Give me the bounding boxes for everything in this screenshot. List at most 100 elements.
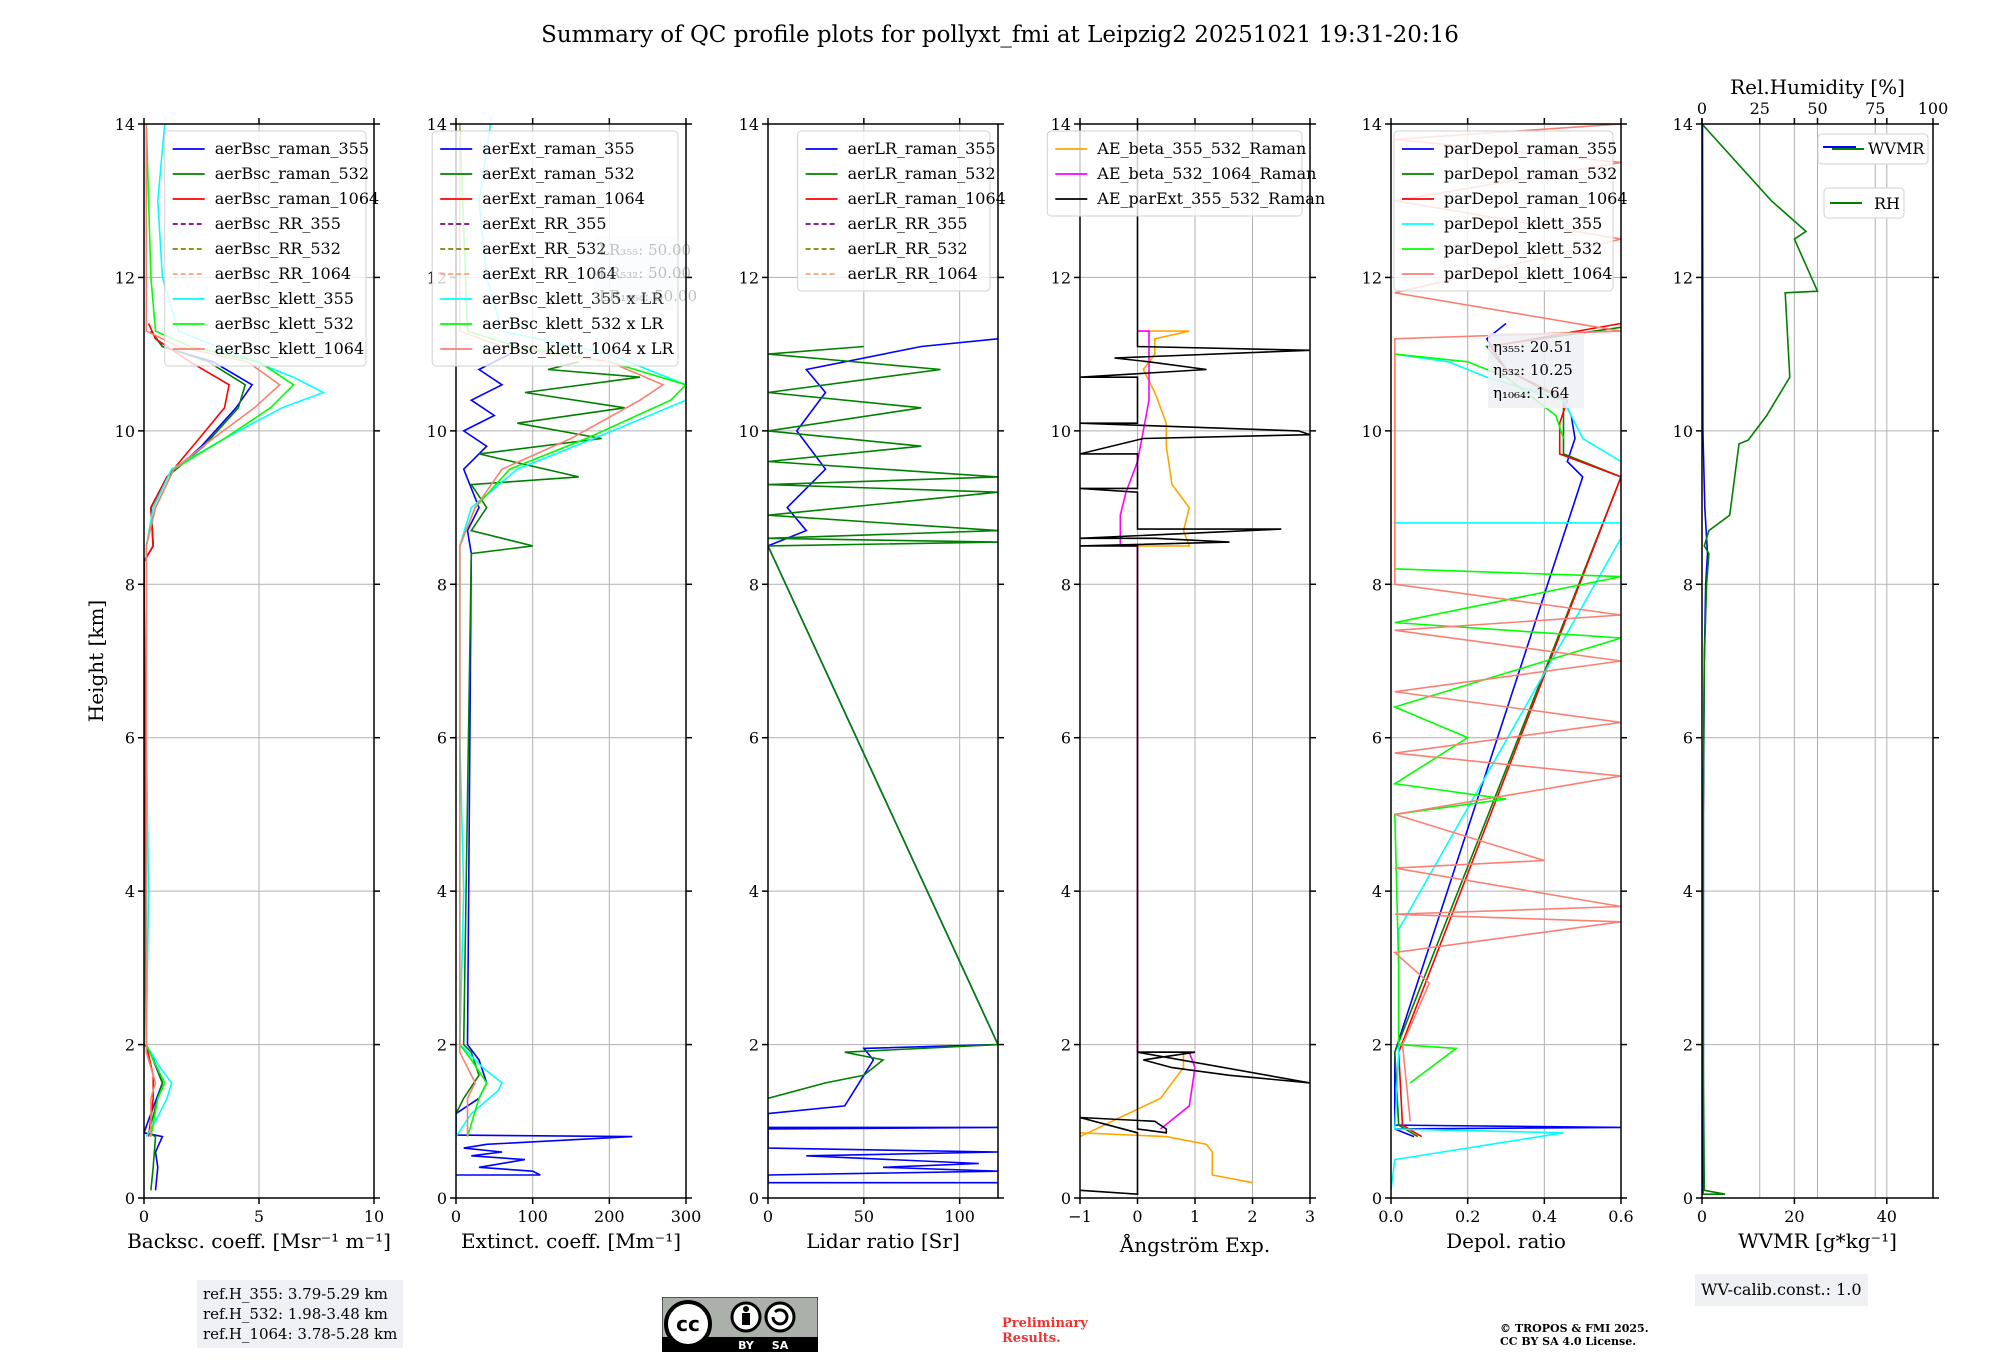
series-line-pardepol-raman-1064 (1397, 322, 1621, 1138)
legend-label: AE_beta_532_1064_Raman (1096, 164, 1316, 183)
legend-box-wvmr (1817, 133, 1929, 165)
y-tick-label: 0 (1683, 1189, 1693, 1208)
series-line-aerlr-raman-355 (768, 338, 998, 1184)
top-x-tick-label: 25 (1750, 99, 1770, 118)
axes-frame (1390, 123, 1622, 1199)
annotation-line: LR₁₀₆₄: 50.00 (599, 287, 697, 305)
x-tick-label: 0 (1132, 1207, 1142, 1226)
annotation-line: η₃₅₅: 20.51 (1493, 338, 1573, 356)
x-axis-label: Depol. ratio (1446, 1229, 1566, 1253)
ref-height-355: ref.H_355: 3.79-5.29 km (203, 1285, 388, 1303)
y-tick-label: 0 (749, 1189, 759, 1208)
legend-box (164, 130, 367, 367)
annotation: LR₃₅₅: 50.00 LR₅₃₂: 50.00 LR₁₀₆₄: 50.00 (594, 236, 697, 311)
top-x-tick-label: 100 (1918, 99, 1949, 118)
x-axis-label: Extinct. coeff. [Mm⁻¹] (461, 1229, 681, 1253)
series-line-pardepol-raman-355 (1394, 322, 1621, 1138)
y-tick-label: 6 (125, 729, 135, 748)
x-tick-label: 0.0 (1378, 1207, 1403, 1226)
y-tick-label: 12 (739, 268, 759, 287)
y-tick-label: 6 (749, 729, 759, 748)
x-axis-label: Ångström Exp. (1119, 1232, 1270, 1257)
ref-height-1064: ref.H_1064: 3.78-5.28 km (203, 1325, 398, 1343)
legend: parDepol_raman_355 parDepol_raman_532 parD… (1393, 130, 1628, 292)
wv-calibration-box: WV-calib.const.: 1.0 (1695, 1274, 1868, 1306)
share-alike-icon (764, 1301, 796, 1333)
y-tick-label: 2 (1372, 1036, 1382, 1055)
preliminary-line-2: Results. (1002, 1331, 1061, 1346)
x-tick-label: 3 (1305, 1207, 1315, 1226)
legend-label: aerBsc_klett_532 (215, 314, 354, 333)
legend-label: aerExt_raman_532 (482, 164, 635, 183)
legend: WVMR RH (1817, 133, 1929, 219)
legend-box-rh (1823, 187, 1905, 219)
legend-label: aerLR_raman_532 (848, 164, 996, 183)
panel-backscatter: 0 5 10 0 2 4 6 8 10 12 14 Backsc. coeff. [Msr⁻¹ m⁻¹… (115, 115, 391, 1253)
sa-label: SA (772, 1339, 789, 1352)
y-tick-label: 12 (115, 268, 135, 287)
legend-label: aerBsc_klett_355 (215, 289, 354, 308)
legend-box (797, 130, 991, 292)
y-tick-label: 8 (125, 575, 135, 594)
y-tick-label: 6 (1061, 729, 1071, 748)
y-tick-label: 4 (437, 882, 447, 901)
y-tick-label: 14 (1051, 115, 1071, 134)
y-tick-label: 14 (115, 115, 135, 134)
panel-depol: 0.0 0.2 0.4 0.6 0 2 4 6 8 10 12 14 Depol. ratio parDe… (1362, 115, 1634, 1253)
annotation-line: LR₅₃₂: 50.00 (599, 264, 691, 282)
series-line-ae-beta-532-1064-raman (1119, 330, 1196, 1130)
y-tick-label: 0 (437, 1189, 447, 1208)
annotation-line: LR₃₅₅: 50.00 (599, 241, 691, 259)
legend-label: aerBsc_klett_532 x LR (482, 314, 664, 333)
preliminary-line-1: Preliminary (1002, 1316, 1088, 1331)
y-tick-label: 2 (1061, 1036, 1071, 1055)
y-tick-label: 4 (125, 882, 135, 901)
annotation-box (1488, 333, 1584, 408)
series-line-aerbsc-raman-1064 (144, 323, 230, 1137)
copyright-line-2: CC BY SA 4.0 License. (1500, 1335, 1637, 1348)
legend-label: aerExt_RR_532 (482, 239, 606, 258)
ref-height-532: ref.H_532: 1.98-3.48 km (203, 1305, 388, 1323)
y-axis-label: Height [km] (84, 600, 108, 722)
reference-heights-box: ref.H_355: 3.79-5.29 km ref.H_532: 1.98-… (197, 1280, 404, 1348)
legend-label: parDepol_raman_532 (1444, 164, 1617, 183)
legend-label: aerExt_raman_1064 (482, 189, 645, 208)
top-x-tick-label: 0 (1697, 99, 1707, 118)
annotation-box (594, 236, 684, 311)
x-tick-label: 0.2 (1455, 1207, 1480, 1226)
legend-label: aerLR_raman_355 (848, 139, 996, 158)
legend: aerExt_raman_355 aerExt_raman_532 aerExt_r… (431, 130, 679, 367)
y-tick-label: 12 (1362, 268, 1382, 287)
legend-label: aerBsc_RR_532 (215, 239, 341, 258)
y-tick-label: 10 (1673, 422, 1693, 441)
copyright-line-1: © TROPOS & FMI 2025. (1500, 1322, 1649, 1335)
y-tick-label: 2 (1683, 1036, 1693, 1055)
legend-label: aerExt_RR_355 (482, 214, 606, 233)
figure-title: Summary of QC profile plots for pollyxt_… (541, 22, 1459, 48)
legend-label: aerLR_RR_355 (848, 214, 968, 233)
x-tick-label: 0 (451, 1207, 461, 1226)
annotation: η₃₅₅: 20.51 η₅₃₂: 10.25 η₁₀₆₄: 1.64 (1488, 333, 1584, 408)
series-group (1702, 124, 1819, 1195)
y-tick-label: 8 (749, 575, 759, 594)
legend-label: aerBsc_RR_355 (215, 214, 341, 233)
y-tick-label: 12 (1673, 268, 1693, 287)
legend-label: AE_parExt_355_532_Raman (1096, 189, 1325, 208)
y-tick-label: 2 (437, 1036, 447, 1055)
legend-label: aerBsc_klett_1064 (215, 339, 364, 358)
x-tick-label: −1 (1068, 1207, 1092, 1226)
y-tick-label: 10 (1362, 422, 1382, 441)
series-line-aerext-raman-532 (456, 361, 641, 1114)
legend-label: aerBsc_raman_1064 (215, 189, 380, 208)
legend: aerBsc_raman_355 aerBsc_raman_532 aerBsc_r… (164, 130, 380, 367)
x-axis-label: Backsc. coeff. [Msr⁻¹ m⁻¹] (127, 1229, 391, 1253)
y-tick-label: 6 (1683, 729, 1693, 748)
x-tick-label: 300 (671, 1207, 702, 1226)
legend-label: AE_beta_355_532_Raman (1096, 139, 1306, 158)
legend: aerLR_raman_355 aerLR_raman_532 aerLR_rama… (797, 130, 1006, 292)
x-tick-label: 20 (1784, 1207, 1804, 1226)
legend-box (1046, 130, 1303, 217)
x-axis-label: Lidar ratio [Sr] (806, 1229, 960, 1253)
